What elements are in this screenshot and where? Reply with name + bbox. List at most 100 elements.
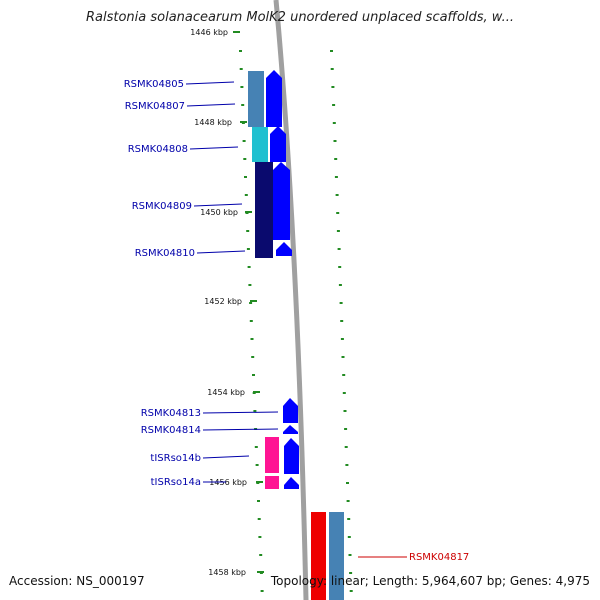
scale-dot [244,194,248,196]
tick-label: 1456 kbp [209,478,247,487]
gene-label[interactable]: RSMK04810 [135,248,195,259]
scale-dot [244,176,247,178]
scale-dot [343,410,347,412]
scale-dot [348,554,352,556]
leader-line [193,203,243,207]
scale-dot [252,374,255,376]
scale-dot [250,338,254,340]
scale-dot [258,536,262,538]
gene-label[interactable]: RSMK04814 [141,425,201,436]
scale-dot [248,284,252,286]
leader-line [202,428,279,431]
scale-dot [259,554,263,556]
scale-dot [260,590,264,592]
gene-arrow-rsmk04808[interactable] [270,126,286,162]
category-block [248,71,264,127]
scale-dot [333,140,337,142]
gene-arrow-rsmk04809[interactable] [273,162,290,240]
scale-dot [255,464,259,466]
leader-line [202,455,250,459]
scale-dot [243,158,247,160]
gene-label[interactable]: RSMK04808 [128,144,188,155]
category-block [329,512,344,600]
leader-line [185,81,235,85]
leader-line [186,103,236,107]
scale-dot [241,104,245,106]
tick-label: 1452 kbp [204,297,242,306]
gene-arrow-rsmk04810[interactable] [276,242,292,256]
scale-dot [249,320,253,322]
scale-dot [344,446,348,448]
tick-marks [233,31,264,573]
category-block [252,127,268,162]
gene-label[interactable]: RSMK04813 [141,408,201,419]
backbone-line [273,0,309,600]
scale-dot [332,104,336,106]
scale-dot [257,518,261,520]
scale-dot [338,266,342,268]
scale-dot [239,68,243,70]
gene-label[interactable]: tISRso14b [150,453,201,464]
leader-line [196,250,246,254]
gene-arrow-tisrso14b[interactable] [284,438,299,474]
scale-dot [331,86,335,88]
scale-dot [337,248,341,250]
gene-arrow-tisrso14a[interactable] [284,477,299,489]
scale-dot [349,572,353,574]
scale-dot [342,392,346,394]
cds-track[interactable] [266,70,299,489]
scale-dot [349,590,353,592]
scale-dot [242,140,246,142]
scale-dot [340,338,344,340]
scale-dot [347,536,351,538]
forward-track[interactable] [311,512,344,600]
scale-dot [338,284,342,286]
scale-dot [246,248,250,250]
category-track [248,71,279,489]
leader-line [189,146,239,150]
scale-dot [251,356,255,358]
scale-dot [330,68,334,70]
scale-dot [344,428,348,430]
scale-dot [346,500,350,502]
category-block [255,162,273,258]
genome-summary: Topology: linear; Length: 5,964,607 bp; … [270,574,590,588]
gene-label[interactable]: RSMK04809 [132,201,192,212]
category-block [265,476,279,489]
scale-dot [340,320,344,322]
scale-dot [345,464,349,466]
gene-label[interactable]: RSMK04817 [409,552,469,563]
scale-dot [334,176,338,178]
gene-arrow-rsmk04814[interactable] [283,425,298,434]
map-title: Ralstonia solanacearum MolK2 unordered u… [85,10,514,25]
scale-dot [239,50,242,52]
scale-dot [246,230,250,232]
gene-label[interactable]: RSMK04805 [124,79,184,90]
scale-dot [332,122,336,124]
scale-dot [347,518,351,520]
gene-label[interactable]: RSMK04807 [125,101,185,112]
scale-dot [335,194,339,196]
tick-label: 1454 kbp [207,388,245,397]
scale-dot [253,410,257,412]
gene-arrow-rsmk04805[interactable] [266,70,282,127]
scale-dot [330,50,333,52]
gene-label[interactable]: tISRso14a [151,477,201,488]
leader-line [202,411,279,414]
gene-arrow-rsmk04813[interactable] [283,398,298,423]
scale-dot [336,212,340,214]
accession-label: Accession: NS_000197 [9,574,145,588]
scale-dot [336,230,340,232]
scale-dot [339,302,343,304]
gene-block-rsmk04817[interactable] [311,512,326,600]
scale-dot [254,446,258,448]
label-leaders [185,81,407,558]
scale-dot [346,482,349,484]
scale-dot [249,302,253,304]
scale-dot [247,266,251,268]
tick-label: 1450 kbp [200,208,238,217]
scale-dot [257,500,260,502]
tick-label: 1446 kbp [190,28,228,37]
tick-label: 1458 kbp [208,568,246,577]
